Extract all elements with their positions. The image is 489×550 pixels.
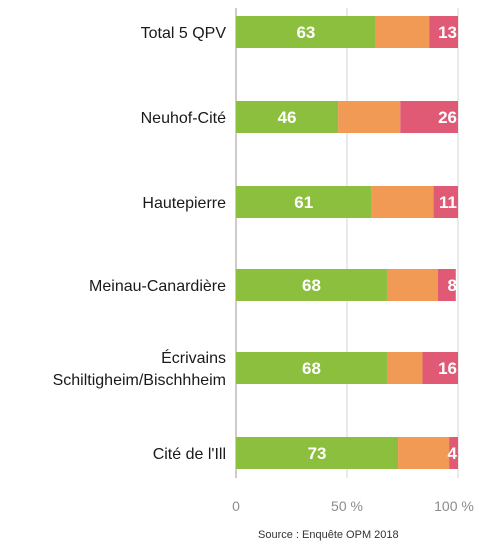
data-label: 61 — [294, 193, 313, 212]
bar-segment-2 — [386, 352, 423, 384]
bar-segment-2 — [371, 186, 434, 218]
x-tick-label: 100 % — [434, 498, 474, 514]
bar-segment-1 — [236, 437, 399, 469]
data-label: 63 — [296, 23, 315, 42]
x-axis-ticks: 0 50 % 100 % — [232, 498, 474, 514]
bar-segment-2 — [398, 437, 450, 469]
data-label: 11 — [439, 193, 457, 212]
bar-segment-3 — [400, 101, 458, 133]
data-label: 16 — [438, 359, 457, 378]
bar-segment-3 — [438, 269, 456, 301]
data-label: 8 — [448, 276, 457, 295]
bar-segment-3 — [433, 186, 458, 218]
data-label: 68 — [302, 359, 321, 378]
x-tick-label: 0 — [232, 498, 240, 514]
category-label: Neuhof-Cité — [141, 110, 226, 127]
bar-segment-1 — [236, 16, 376, 48]
bar-segment-1 — [236, 269, 387, 301]
category-label: Schiltigheim/Bischhheim — [53, 372, 226, 389]
bar-segment-1 — [236, 101, 339, 133]
bar-segment-2 — [386, 269, 439, 301]
category-labels: Total 5 QPV Neuhof-Cité Hautepierre Meinau-… — [53, 25, 227, 463]
x-tick-label: 50 % — [331, 498, 363, 514]
bar-segment-2 — [375, 16, 430, 48]
category-label: Meinau-Canardière — [89, 278, 226, 295]
data-label: 13 — [438, 23, 457, 42]
bar-segment-3 — [449, 437, 458, 469]
bar-segment-1 — [236, 186, 372, 218]
data-label: 4 — [448, 444, 458, 463]
category-label: Écrivains — [161, 348, 226, 367]
category-label: Cité de l'Ill — [153, 446, 226, 463]
data-label: 46 — [278, 108, 297, 127]
bars: 63 13 46 26 61 11 68 8 68 16 73 4 — [236, 16, 458, 469]
data-label: 68 — [302, 276, 321, 295]
grid — [235, 8, 459, 478]
category-label: Total 5 QPV — [141, 25, 227, 42]
category-label: Hautepierre — [142, 195, 226, 212]
data-label: 26 — [438, 108, 457, 127]
data-label: 73 — [308, 444, 327, 463]
bar-segment-3 — [429, 16, 458, 48]
bar-segment-1 — [236, 352, 387, 384]
bar-segment-3 — [422, 352, 458, 384]
source-label: Source : Enquête OPM 2018 — [258, 529, 399, 541]
bar-segment-2 — [338, 101, 401, 133]
